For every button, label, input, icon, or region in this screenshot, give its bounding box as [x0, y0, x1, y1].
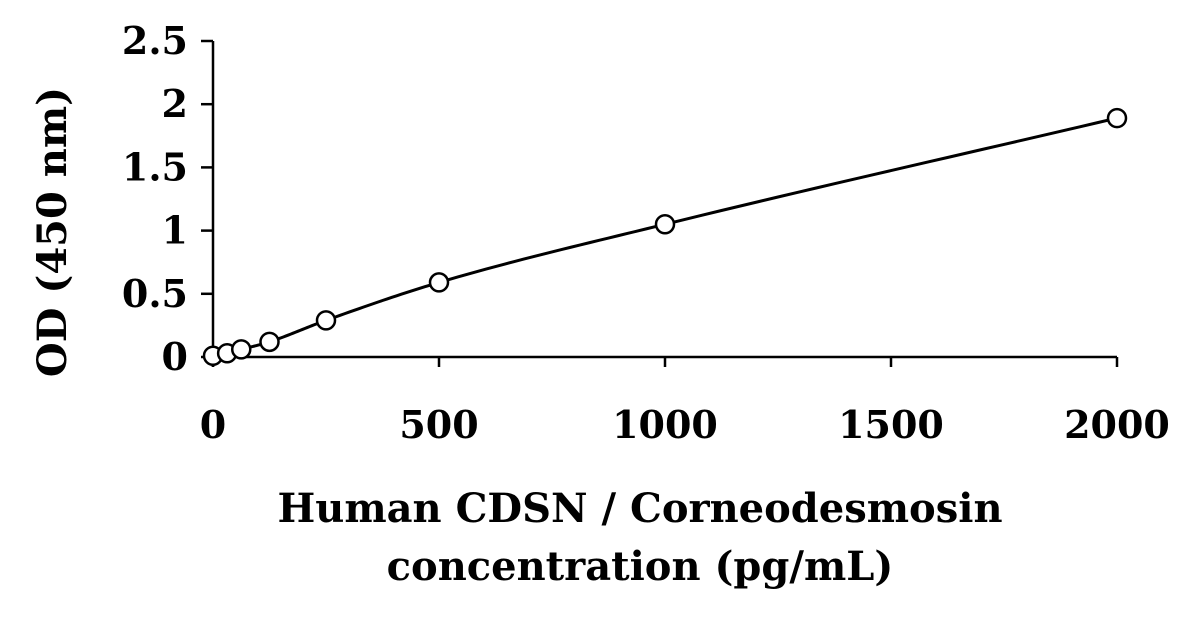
- x-axis-title-line-2: concentration (pg/mL): [387, 543, 894, 590]
- y-tick-label: 0.5: [122, 271, 188, 316]
- y-tick-label: 1.5: [122, 144, 188, 189]
- x-tick-label: 1000: [612, 402, 718, 447]
- x-tick-label: 500: [399, 402, 478, 447]
- data-points: [202, 107, 1128, 366]
- data-point: [1106, 107, 1128, 129]
- data-point: [231, 339, 252, 360]
- y-tick-label: 2.5: [122, 18, 188, 63]
- y-tick-label: 1: [162, 208, 188, 253]
- x-tick-label: 2000: [1064, 402, 1170, 447]
- y-tick-label: 0: [162, 334, 188, 379]
- y-axis-ticks: 0 0.5 1 1.5 2 2.5: [122, 18, 213, 379]
- data-point: [315, 310, 337, 331]
- data-point: [654, 214, 676, 235]
- x-tick-label: 1500: [838, 402, 944, 447]
- x-axis-ticks: 0 500 1000 1500 2000: [200, 357, 1170, 447]
- y-axis-title: OD (450 nm): [29, 87, 76, 377]
- y-tick-label: 2: [162, 81, 188, 126]
- x-axis-title-line-1: Human CDSN / Corneodesmosin: [277, 485, 1002, 532]
- fit-curve: [212, 116, 1118, 358]
- data-point: [428, 272, 450, 293]
- data-point: [259, 331, 280, 353]
- x-tick-label: 0: [200, 402, 226, 447]
